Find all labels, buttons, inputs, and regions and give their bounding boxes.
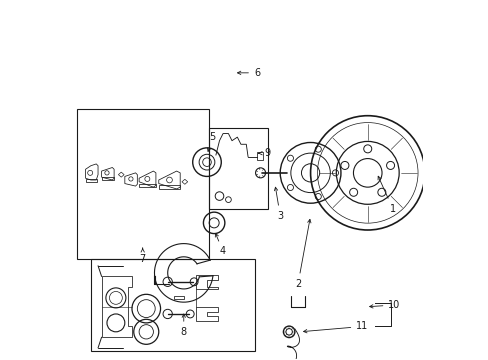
Text: 11: 11: [303, 321, 368, 333]
Bar: [208, 128, 267, 208]
Text: 6: 6: [237, 68, 260, 78]
Text: 1: 1: [377, 176, 395, 213]
Text: 8: 8: [181, 314, 186, 337]
Bar: [91, 258, 255, 351]
Bar: [77, 109, 208, 258]
Text: 9: 9: [258, 148, 270, 158]
Text: 3: 3: [274, 187, 283, 221]
Text: 2: 2: [294, 219, 310, 289]
Text: 4: 4: [215, 233, 225, 256]
Text: 10: 10: [369, 300, 400, 310]
Text: 5: 5: [207, 132, 215, 152]
Text: 7: 7: [139, 248, 145, 264]
Bar: [257, 153, 263, 160]
